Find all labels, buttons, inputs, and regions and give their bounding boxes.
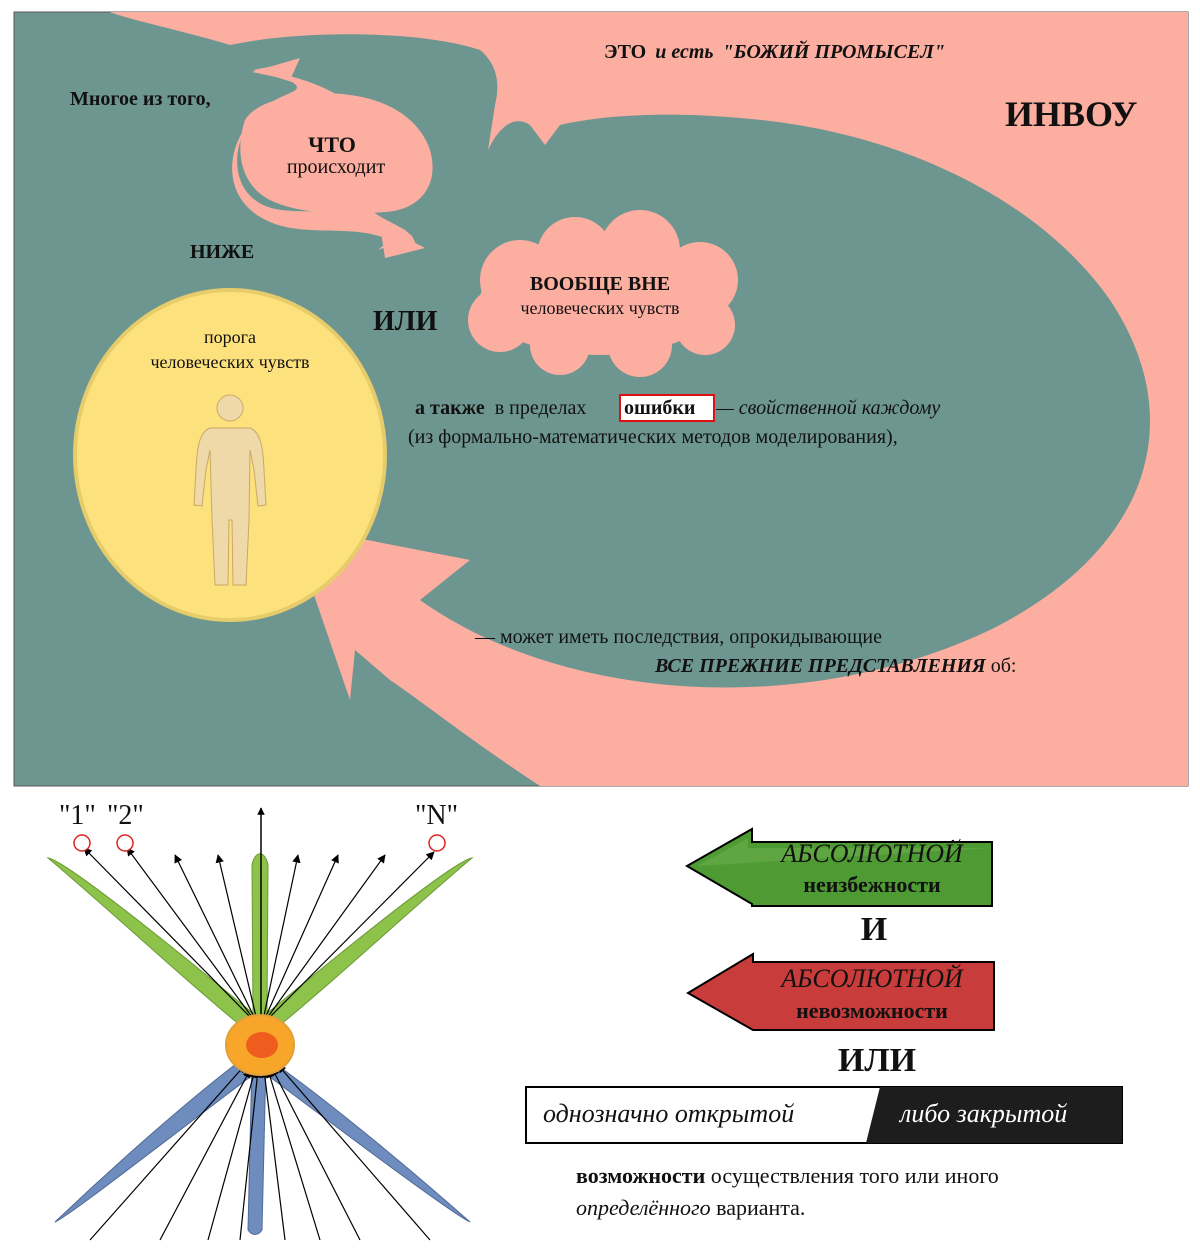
swirl-arrowhead-top: [252, 58, 300, 80]
also-text-line2: (из формально-математических методов мод…: [408, 426, 898, 448]
chto-text: ЧТО: [308, 132, 356, 157]
possibility-description: возможности осуществления того или иного…: [576, 1160, 1136, 1224]
human-silhouette-icon: [193, 394, 267, 586]
inevitability-line1: АБСОЛЮТНОЙ: [779, 839, 964, 868]
blue-leaves: [54, 1054, 471, 1235]
outcome-label-2: "2": [107, 800, 144, 831]
consequence-line1: — может иметь последствия, опрокидывающи…: [474, 626, 882, 648]
description-rest-1: осуществления того или иного: [705, 1163, 999, 1188]
impossibility-line1: АБСОЛЮТНОЙ: [779, 964, 964, 993]
inevitability-line2: неизбежности: [803, 872, 941, 897]
outcome-label-1: "1": [59, 800, 96, 831]
swirl-arrow-up: [232, 93, 410, 250]
fan-diagram: "1" "2" "N": [46, 800, 474, 1241]
open-label: однозначно открытой: [543, 1099, 794, 1128]
cloud-shape: [468, 210, 738, 377]
incoming-arrows: [89, 1064, 431, 1241]
outcome-marker-1: [73, 834, 91, 852]
circle-line1: порога: [204, 327, 256, 347]
swirl-blob: [240, 93, 433, 214]
consequence-line2: ВСЕ ПРЕЖНИЕ ПРЕДСТАВЛЕНИЯ об:: [654, 655, 1016, 677]
closed-label: либо закрытой: [898, 1099, 1067, 1128]
outcome-panel: АБСОЛЮТНОЙ неизбежности И АБСОЛЮТНОЙ нев…: [525, 827, 1123, 1144]
cloud-title: ВООБЩЕ ВНЕ: [530, 273, 670, 295]
green-leaves: [46, 853, 474, 1026]
core-inner: [246, 1032, 278, 1058]
circle-line2: человеческих чувств: [150, 352, 309, 372]
ili-label-top: ИЛИ: [373, 306, 438, 337]
ili-label-bottom: ИЛИ: [838, 1042, 916, 1079]
impossibility-line2: невозможности: [796, 998, 948, 1023]
top-panel: ЭТО и есть "БОЖИЙ ПРОМЫСЕЛ" ИНВОУ Многое…: [13, 11, 1189, 787]
cloud-subtitle: человеческих чувств: [520, 298, 679, 318]
outcome-label-n: "N": [415, 800, 458, 831]
outcome-marker-n: [428, 834, 446, 852]
outgoing-arrows: [83, 847, 435, 1026]
nizhe-text: НИЖЕ: [190, 241, 254, 263]
outcome-marker-2: [116, 834, 134, 852]
invou-label: ИНВОУ: [1005, 94, 1137, 134]
error-highlight-box: [619, 394, 715, 422]
providence-text: ЭТО и есть "БОЖИЙ ПРОМЫСЕЛ": [604, 39, 945, 63]
closed-section: [866, 1087, 1122, 1143]
impossibility-arrow: [686, 952, 995, 1031]
description-rest-2: варианта.: [710, 1195, 806, 1220]
i-label: И: [861, 911, 887, 948]
opredelennogo-word: определённого: [576, 1195, 711, 1220]
mnogoe-text: Многое из того,: [70, 88, 211, 110]
vozmozhnosti-word: возможности: [576, 1163, 706, 1188]
swirl-arrowhead-bottom: [380, 225, 425, 258]
also-text-line1: а также в пределах ошибки — свойственной…: [415, 397, 940, 419]
providence-swoosh: [110, 12, 1188, 786]
proiskhodit-text: происходит: [287, 156, 386, 178]
